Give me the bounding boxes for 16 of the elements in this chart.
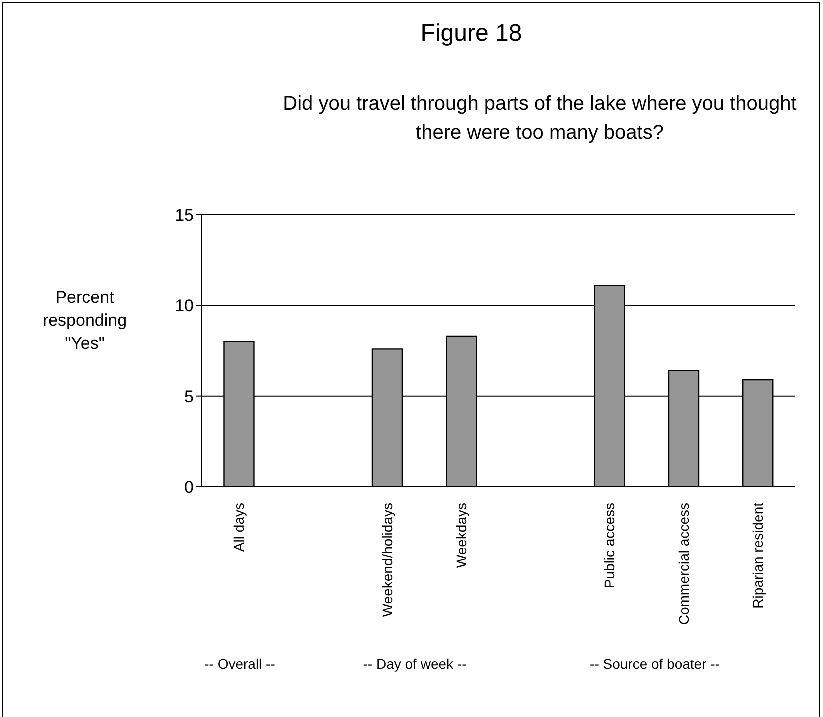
- text: -- Day of week --: [362, 656, 468, 672]
- x-tick-label: Commercial access: [676, 503, 692, 626]
- y-tick-label: 15: [175, 206, 194, 226]
- chart-title: Figure 18: [420, 20, 524, 48]
- x-tick-label: Weekend/holidays: [379, 503, 396, 618]
- x-tick-label: All days: [231, 503, 248, 552]
- y-axis-title: Percent responding "Yes": [42, 287, 128, 355]
- y-tick-label: 10: [175, 296, 194, 316]
- x-tick-label: Riparian resident: [750, 502, 766, 609]
- text: -- Overall --: [204, 656, 276, 672]
- x-tick-label: Weekdays: [453, 503, 470, 568]
- chart-subtitle: Did you travel through parts of the lake where you thought there were too many boats?: [282, 92, 798, 146]
- y-tick-label: 5: [184, 387, 194, 406]
- text: -- Source of boater --: [589, 656, 721, 672]
- y-tick-label: 0: [184, 478, 194, 498]
- x-tick-label: Public access: [602, 503, 618, 589]
